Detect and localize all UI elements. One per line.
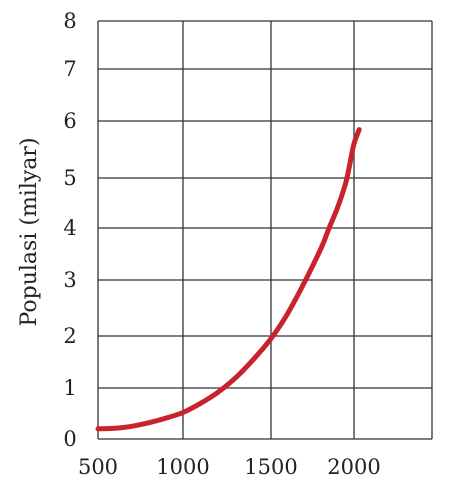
x-tick-label: 500: [78, 455, 118, 479]
y-tick-label: 5: [63, 166, 76, 190]
vertical-gridlines: [97, 21, 433, 439]
x-tick-label: 2000: [327, 455, 380, 479]
x-tick-label: 1000: [156, 455, 209, 479]
y-tick-label: 2: [63, 324, 76, 348]
series-line: [95, 127, 362, 432]
y-tick-label: 1: [63, 376, 76, 400]
x-axis-tick-labels: 500 1000 1500 2000: [78, 455, 381, 479]
y-tick-label: 6: [63, 109, 76, 133]
horizontal-gridlines: [98, 20, 432, 440]
y-tick-label: 0: [63, 427, 76, 451]
y-axis-tick-labels: 0 1 2 3 4 5 6 7 8: [63, 9, 76, 451]
x-tick-label: 1500: [244, 455, 297, 479]
y-axis-label: Populasi (milyar): [17, 137, 42, 326]
y-tick-label: 8: [63, 9, 76, 33]
y-tick-label: 7: [63, 57, 76, 81]
y-tick-label: 4: [63, 216, 76, 240]
y-tick-label: 3: [63, 268, 76, 292]
